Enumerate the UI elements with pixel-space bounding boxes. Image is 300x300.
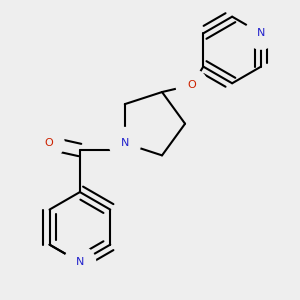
Circle shape: [176, 69, 208, 101]
Text: O: O: [188, 80, 196, 90]
Circle shape: [245, 18, 277, 49]
Text: N: N: [121, 138, 129, 148]
Text: N: N: [76, 257, 84, 267]
Circle shape: [109, 128, 141, 159]
Circle shape: [33, 127, 64, 159]
Text: N: N: [257, 28, 265, 38]
Text: O: O: [44, 138, 53, 148]
Circle shape: [64, 246, 96, 278]
